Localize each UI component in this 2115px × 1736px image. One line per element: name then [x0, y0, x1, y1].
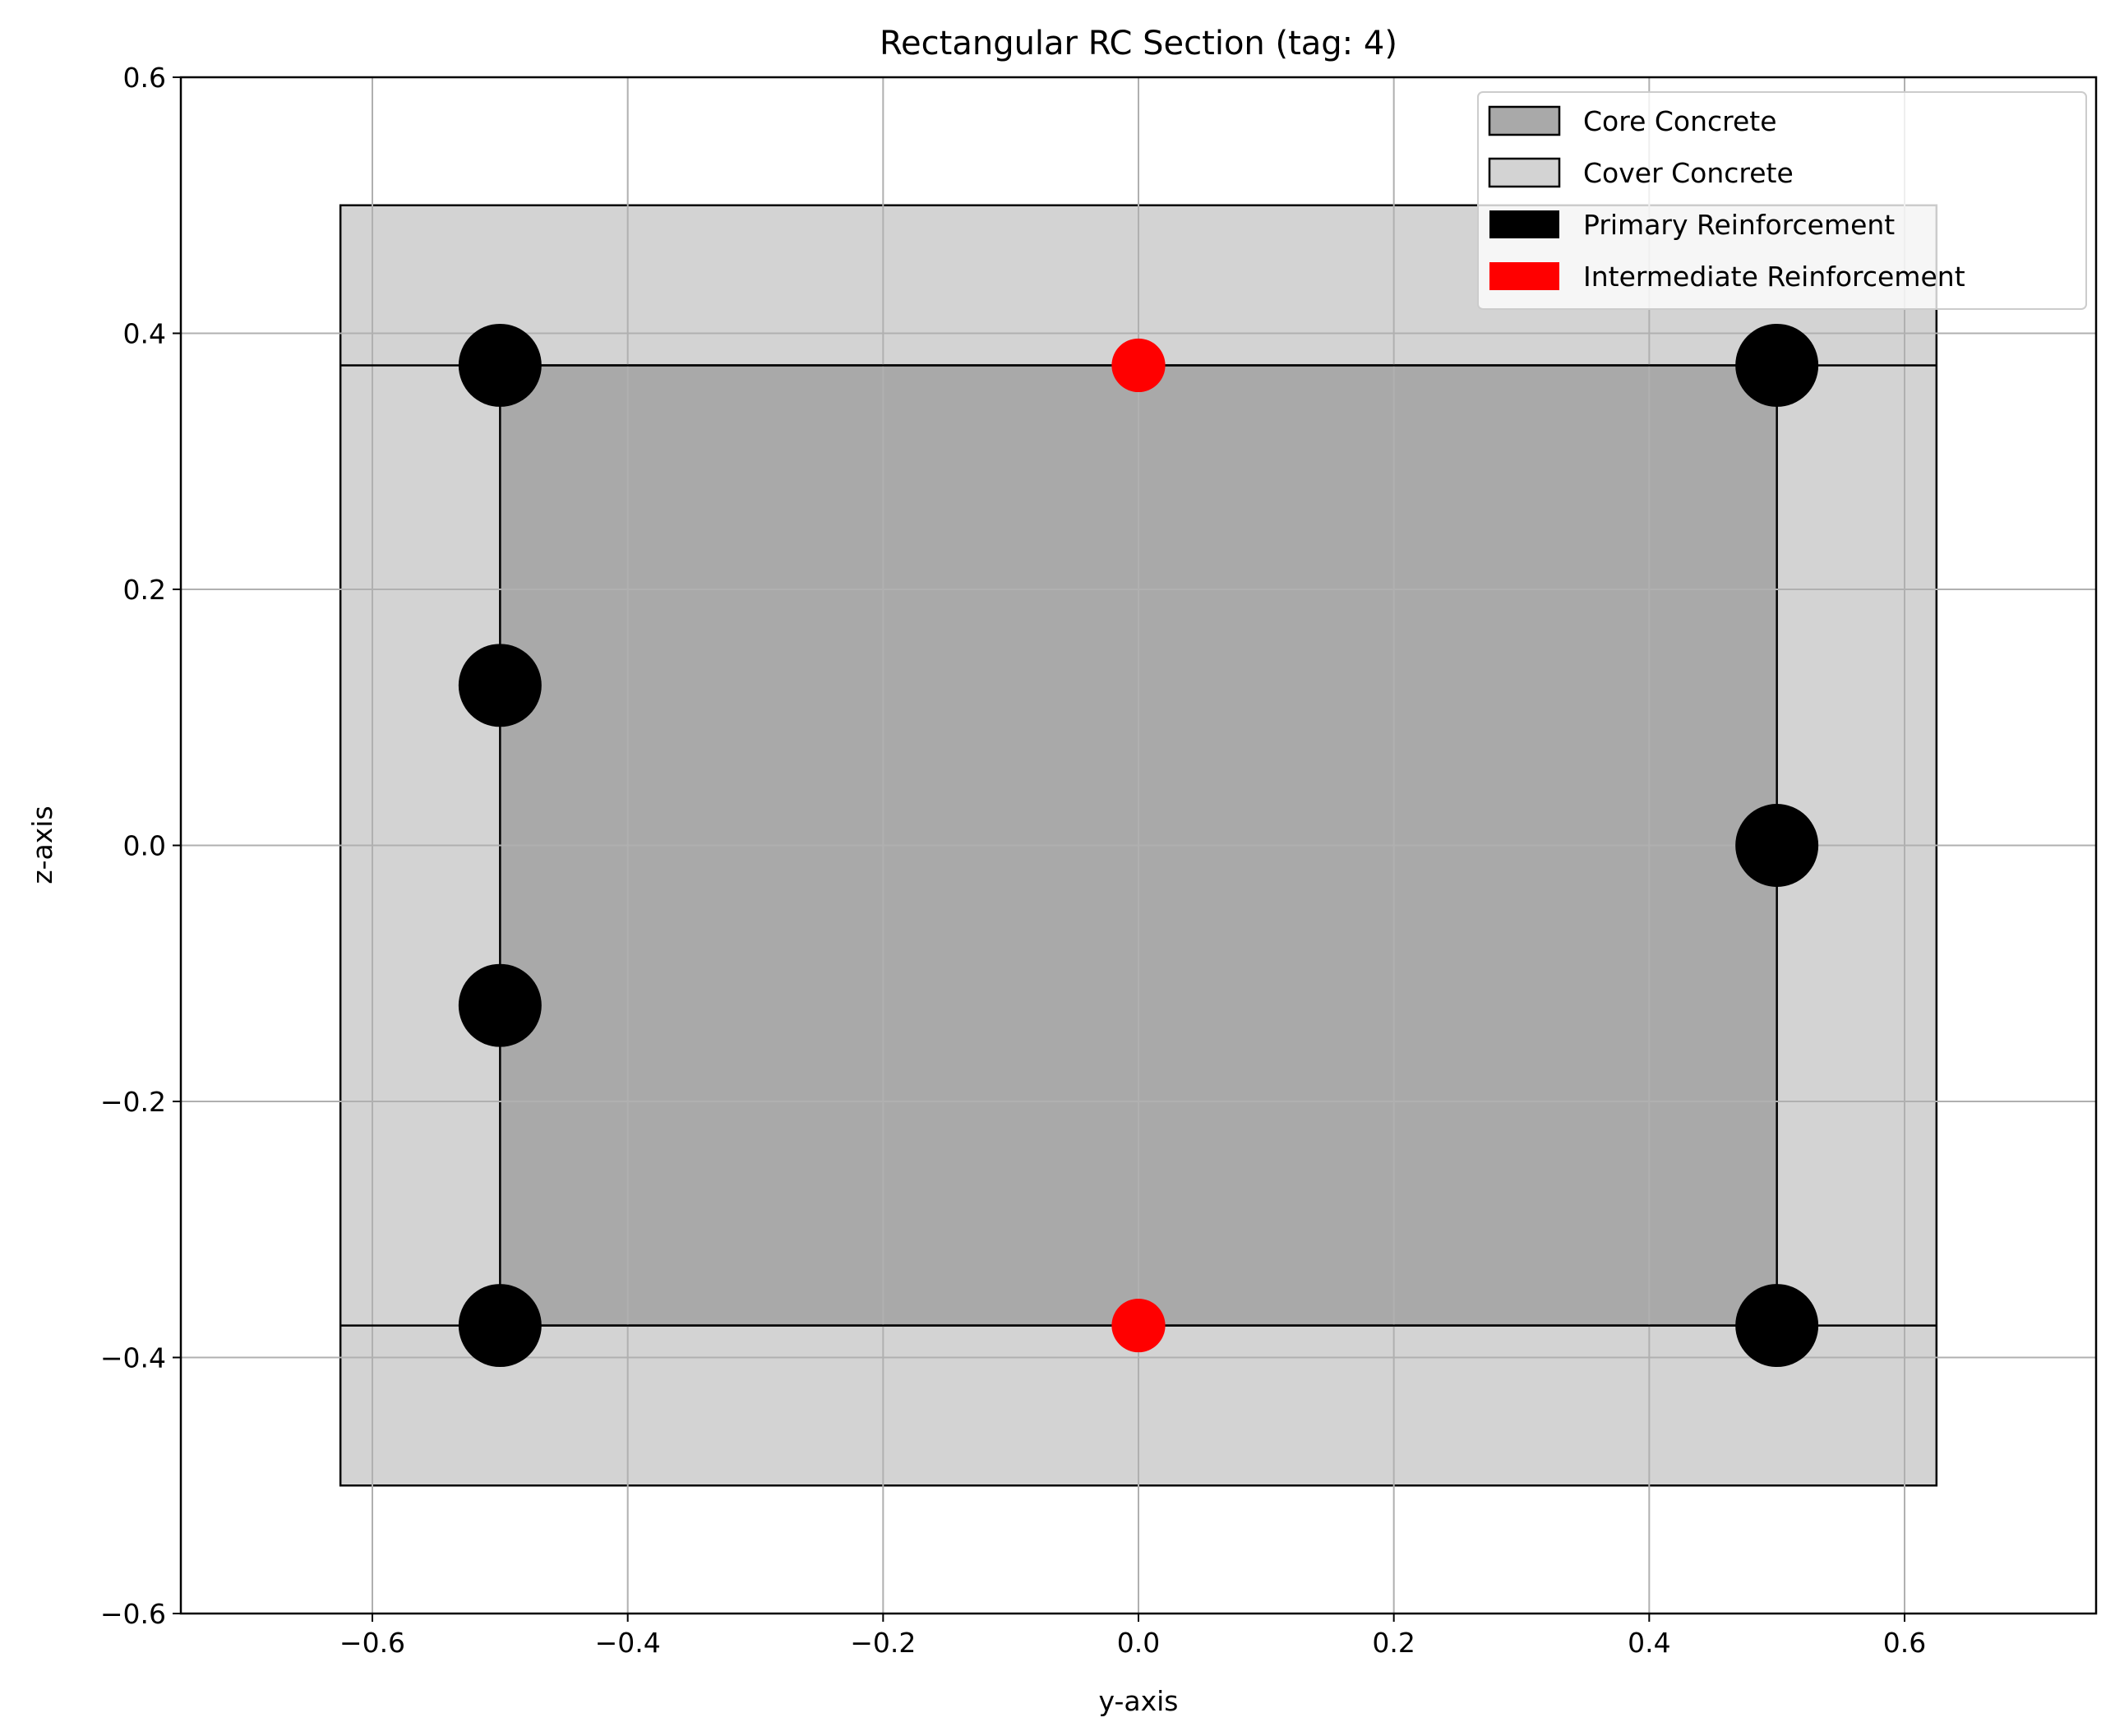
primary-reinforcement-bar: [1735, 1284, 1819, 1368]
x-tick-label: 0.0: [1117, 1627, 1160, 1659]
legend-swatch-core-concrete: [1488, 105, 1561, 136]
x-tick-label: 0.2: [1372, 1627, 1415, 1659]
intermediate-reinforcement-bar: [1111, 338, 1166, 393]
x-tick-label: 0.4: [1628, 1627, 1670, 1659]
primary-reinforcement-bar: [1735, 323, 1819, 407]
plot-area: [181, 76, 2096, 1614]
reinforcement-bars: [458, 323, 1819, 1368]
primary-reinforcement-bar: [458, 963, 542, 1047]
y-tick-label: −0.4: [100, 1342, 166, 1374]
chart-title: Rectangular RC Section (tag: 4): [880, 25, 1397, 62]
y-tick-label: 0.4: [123, 318, 166, 350]
x-tick-label: −0.6: [339, 1627, 405, 1659]
primary-reinforcement-bar: [1735, 804, 1819, 887]
legend-swatch-primary-reinforcement: [1489, 210, 1559, 238]
y-tick-label: 0.6: [123, 62, 166, 94]
legend-swatch-intermediate-reinforcement: [1489, 262, 1559, 290]
x-axis-ticks: −0.6 −0.4 −0.2 0.0 0.2 0.4 0.6: [339, 1614, 1926, 1659]
legend-label-primary-reinforcement: Primary Reinforcement: [1583, 209, 1895, 241]
x-axis-label: y-axis: [1099, 1685, 1179, 1717]
legend-label-intermediate-reinforcement: Intermediate Reinforcement: [1583, 261, 1965, 293]
legend-label-core-concrete: Core Concrete: [1583, 105, 1777, 137]
x-tick-label: −0.4: [595, 1627, 661, 1659]
y-axis-label: z-axis: [26, 806, 58, 884]
y-tick-label: 0.0: [123, 830, 166, 862]
y-tick-label: −0.2: [100, 1086, 166, 1118]
legend: Core Concrete Cover Concrete Primary Reinf…: [1477, 91, 2087, 310]
primary-reinforcement-bar: [458, 644, 542, 727]
legend-label-cover-concrete: Cover Concrete: [1583, 157, 1794, 189]
x-tick-label: 0.6: [1883, 1627, 1926, 1659]
y-tick-label: 0.2: [123, 574, 166, 606]
intermediate-reinforcement-bar: [1111, 1298, 1166, 1353]
legend-box: [1477, 91, 2087, 310]
primary-reinforcement-bar: [458, 1284, 542, 1368]
primary-reinforcement-bar: [458, 323, 542, 407]
y-tick-label: −0.6: [100, 1598, 166, 1630]
legend-swatch-cover-concrete: [1488, 157, 1561, 188]
x-tick-label: −0.2: [850, 1627, 916, 1659]
y-axis-ticks: −0.6 −0.4 −0.2 0.0 0.2 0.4 0.6: [100, 62, 181, 1630]
